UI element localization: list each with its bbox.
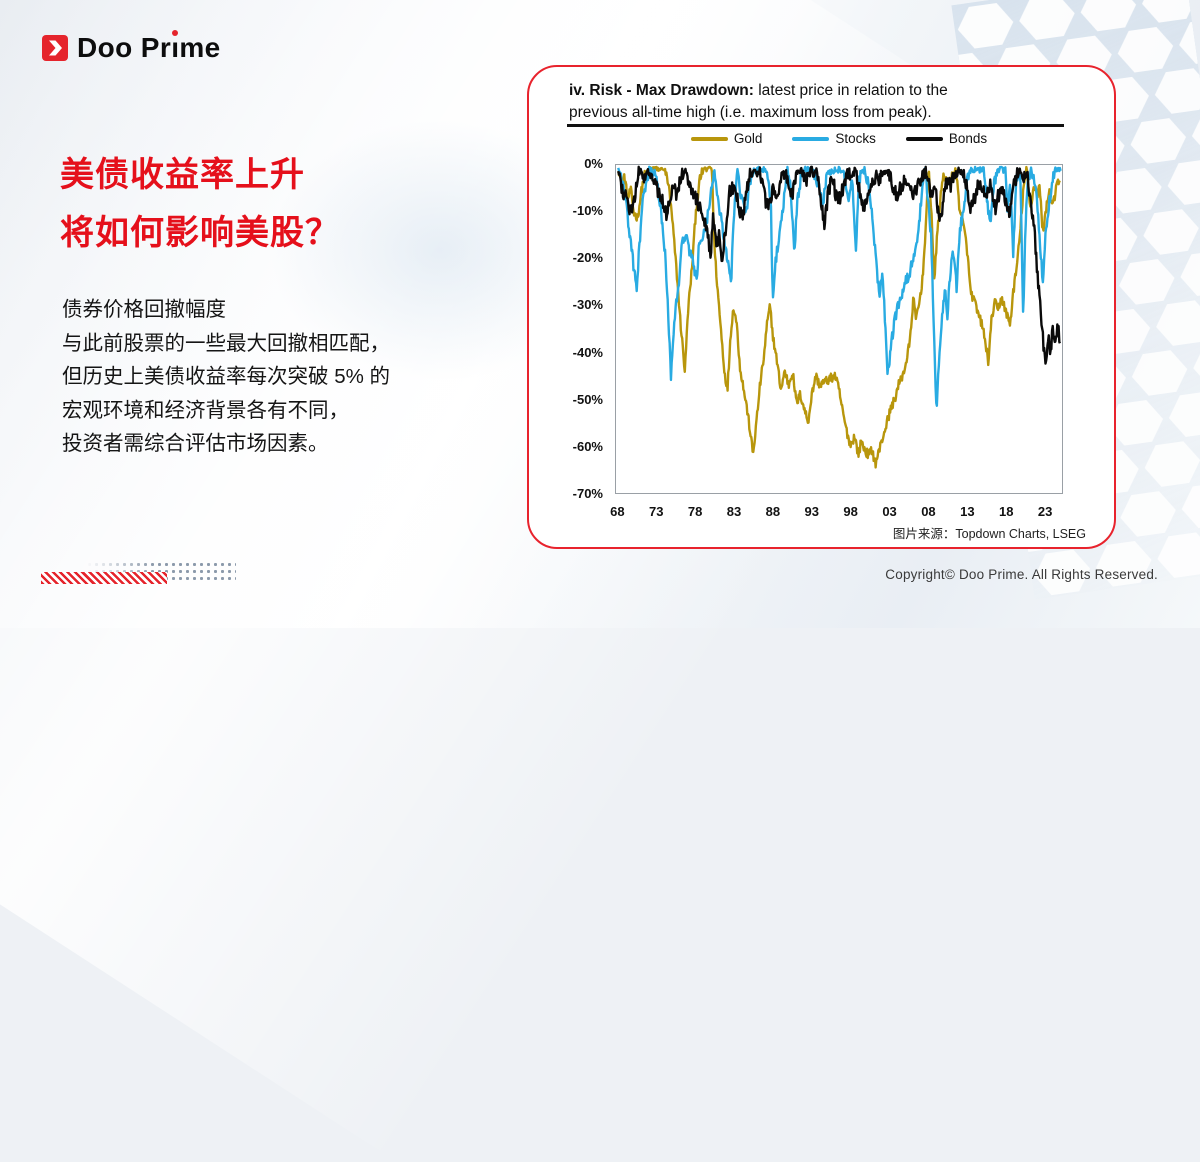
chart-source: 图片来源：Topdown Charts, LSEG xyxy=(892,527,1086,541)
stocks-line-swatch xyxy=(792,136,830,141)
body-line: 宏观环境和经济背景各有不同， xyxy=(62,398,349,422)
y-tick-label: -50% xyxy=(572,391,603,407)
page-title-line2: 将如何影响美股？ xyxy=(60,214,340,252)
y-tick-label: -30% xyxy=(572,297,603,313)
y-axis-labels: 0% -10% -20% -30% -40% -50% -60% -70% xyxy=(547,156,609,501)
logo-i-dot xyxy=(172,30,179,36)
chart-title-line1: iv. Risk - Max Drawdown: latest price in… xyxy=(569,80,1074,102)
chart-title: iv. Risk - Max Drawdown: latest price in… xyxy=(569,80,1074,124)
x-tick-label: 98 xyxy=(843,504,858,519)
chart-legend: Gold Stocks Bonds xyxy=(615,131,1063,146)
body-line: 但历史上美债收益率每次突破 5% 的 xyxy=(62,365,391,389)
legend-label-gold: Gold xyxy=(733,131,763,146)
red-hatch-bar-decoration xyxy=(41,572,167,584)
x-tick-label: 13 xyxy=(960,504,975,519)
chart-title-rest: latest price in relation to the xyxy=(753,82,948,99)
legend-item-bonds: Bonds xyxy=(905,131,988,146)
page-title-line1: 美债收益率上升 xyxy=(60,156,305,194)
copyright-text: Copyright© Doo Prime. All Rights Reserve… xyxy=(885,567,1158,582)
logo-text-part2: me xyxy=(179,32,221,63)
doo-prime-logo-icon xyxy=(42,35,68,61)
y-tick-label: -40% xyxy=(572,344,603,360)
y-tick-label: -20% xyxy=(572,250,603,266)
drawdown-chart-svg xyxy=(617,165,1062,469)
series-line-stocks xyxy=(617,165,1062,407)
x-tick-label: 73 xyxy=(648,504,664,519)
y-tick-label: -60% xyxy=(572,438,603,454)
chart-title-bold: iv. Risk - Max Drawdown: xyxy=(569,82,754,99)
page-title: 美债收益率上升 将如何影响美股？ xyxy=(60,146,340,262)
gold-line-swatch xyxy=(690,136,728,141)
legend-label-stocks: Stocks xyxy=(835,131,876,146)
drawdown-chart xyxy=(615,164,1063,494)
legend-label-bonds: Bonds xyxy=(948,131,988,146)
y-tick-label: -70% xyxy=(572,486,603,501)
legend-item-stocks: Stocks xyxy=(792,131,876,146)
series-line-gold xyxy=(617,165,1061,469)
chart-title-line2: previous all-time high (i.e. maximum los… xyxy=(569,104,932,121)
x-tick-label: 03 xyxy=(882,504,897,519)
legend-item-gold: Gold xyxy=(690,131,763,146)
doo-prime-logo-text: Doo Pr ıme xyxy=(77,30,221,64)
title-underline xyxy=(567,124,1064,127)
body-paragraph: 债券价格回撤幅度 与此前股票的一些最大回撤相匹配， 但历史上美债收益率每次突破 … xyxy=(62,293,390,461)
x-tick-label: 93 xyxy=(804,504,819,519)
x-tick-label: 83 xyxy=(726,504,742,519)
x-tick-label: 08 xyxy=(921,504,936,519)
y-tick-label: 0% xyxy=(584,156,603,171)
x-tick-label: 78 xyxy=(687,504,703,519)
x-axis-labels: 68 73 78 83 88 93 98 03 08 13 18 23 xyxy=(610,504,1063,522)
series-line-bonds xyxy=(617,165,1062,365)
x-tick-label: 23 xyxy=(1037,504,1053,519)
body-line: 与此前股票的一些最大回撤相匹配， xyxy=(62,331,390,355)
logo-text-part1: Doo Pr xyxy=(77,32,172,63)
x-tick-label: 88 xyxy=(765,504,781,519)
x-tick-label: 18 xyxy=(998,504,1014,519)
y-tick-label: -10% xyxy=(572,203,603,219)
x-tick-label: 68 xyxy=(610,504,625,519)
doo-prime-logo: Doo Pr ıme xyxy=(42,30,221,64)
body-line: 债券价格回撤幅度 xyxy=(62,298,226,321)
body-line: 投资者需综合评估市场因素。 xyxy=(62,432,329,456)
chart-card: iv. Risk - Max Drawdown: latest price in… xyxy=(527,65,1116,549)
logo-text-i: ı xyxy=(171,30,180,63)
bonds-line-swatch xyxy=(905,136,943,141)
